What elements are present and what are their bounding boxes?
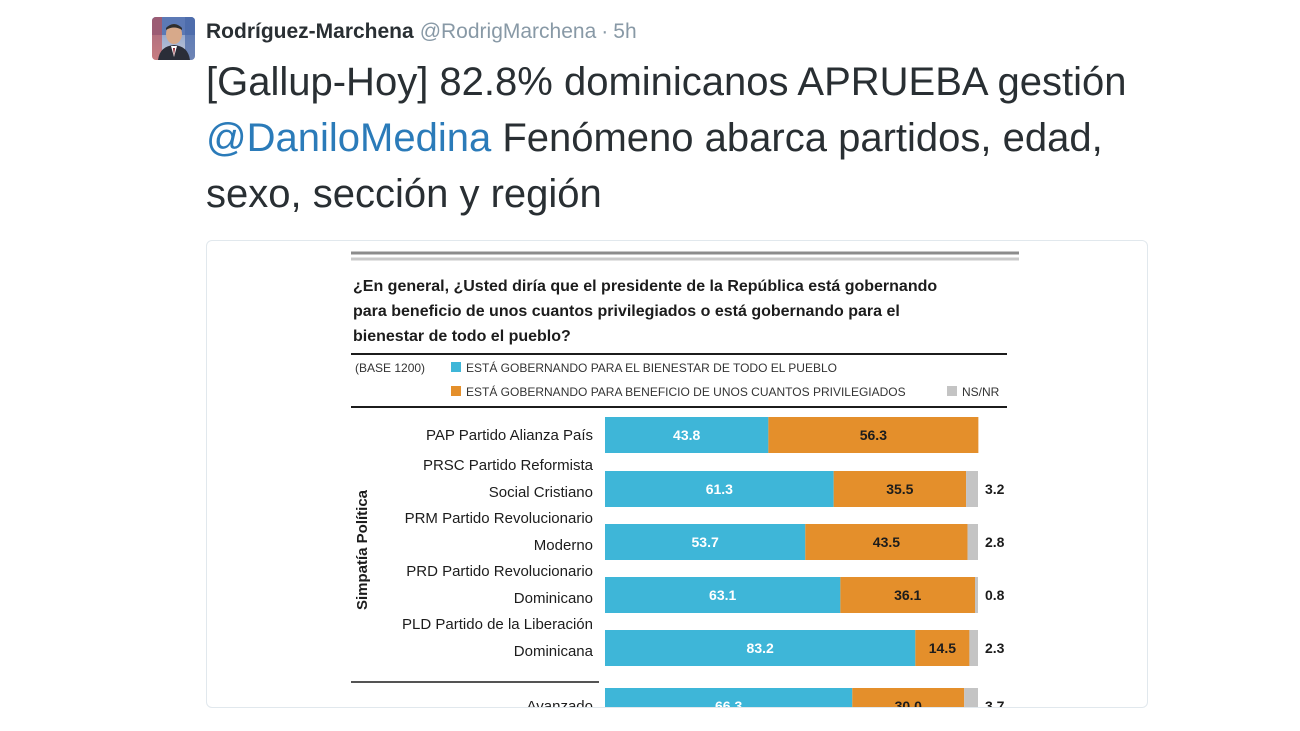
bar-nsnr-2 — [967, 524, 978, 560]
category-label-3-0: PRD Partido Revolucionario — [406, 563, 593, 580]
bar-bienestar-1 — [605, 471, 834, 507]
value-label-privilegiados-1: 35.5 — [886, 481, 913, 497]
legend-label-privilegiados: ESTÁ GOBERNANDO PARA BENEFICIO DE UNOS C… — [466, 384, 906, 399]
chart-title-line-2: para beneficio de unos cuantos privilegi… — [353, 303, 900, 320]
bar-privilegiados-5 — [852, 688, 965, 707]
bar-privilegiados-4 — [915, 630, 970, 666]
bar-privilegiados-2 — [805, 524, 968, 560]
chart-image: ¿En general, ¿Usted diría que el preside… — [345, 241, 1025, 707]
bar-bienestar-0 — [605, 417, 769, 453]
bar-bienestar-2 — [605, 524, 806, 560]
value-label-bienestar-3: 63.1 — [709, 587, 736, 603]
tweet-text-before: [Gallup-Hoy] 82.8% dominicanos APRUEBA g… — [206, 60, 1127, 104]
bars-layer: PAP Partido Alianza País 43.8 56.3 PRSC Par… — [402, 417, 1005, 707]
value-label-bienestar-2: 53.7 — [692, 534, 719, 550]
category-label-2-0: PRM Partido Revolucionario — [405, 510, 593, 527]
legend-swatch-nsnr — [947, 386, 957, 396]
value-label-bienestar-4: 83.2 — [747, 640, 774, 656]
tweet-timestamp[interactable]: 5h — [613, 20, 637, 43]
bar-bienestar-3 — [605, 577, 841, 613]
value-label-bienestar-1: 61.3 — [706, 481, 733, 497]
value-label-nsnr-3: 0.8 — [985, 587, 1005, 603]
value-label-privilegiados-0: 56.3 — [860, 427, 887, 443]
bar-nsnr-4 — [969, 630, 978, 666]
category-label-4-1: Dominicana — [514, 643, 594, 660]
author-name[interactable]: Rodríguez-Marchena — [206, 20, 414, 43]
group-label-simpatia: Simpatía Política — [354, 489, 371, 610]
mention-link[interactable]: @DaniloMedina — [206, 116, 492, 160]
value-label-nsnr-5: 3.7 — [985, 698, 1005, 707]
bar-privilegiados-3 — [840, 577, 976, 613]
chart-title-line-3: bienestar de todo el pueblo? — [353, 328, 571, 345]
bar-nsnr-3 — [975, 577, 978, 613]
category-label-1-1: Social Cristiano — [489, 484, 593, 501]
value-label-nsnr-2: 2.8 — [985, 534, 1005, 550]
legend-swatch-privilegiados — [451, 386, 461, 396]
separator-dot: · — [601, 20, 609, 43]
media-attachment[interactable]: ¿En general, ¿Usted diría que el preside… — [206, 240, 1148, 708]
tweet-text: [Gallup-Hoy] 82.8% dominicanos APRUEBA g… — [206, 54, 1166, 222]
tweet-header: Rodríguez-Marchena @RodrigMarchena · 5h — [206, 16, 637, 48]
category-label-1-0: PRSC Partido Reformista — [423, 457, 594, 474]
value-label-nsnr-4: 2.3 — [985, 640, 1005, 656]
bar-nsnr-5 — [964, 688, 978, 707]
bar-privilegiados-0 — [768, 417, 979, 453]
bar-bienestar-4 — [605, 630, 916, 666]
chart-title-line-1: ¿En general, ¿Usted diría que el preside… — [353, 278, 937, 295]
value-label-privilegiados-4: 14.5 — [929, 640, 956, 656]
value-label-nsnr-1: 3.2 — [985, 481, 1005, 497]
author-handle[interactable]: @RodrigMarchena — [419, 20, 597, 43]
tweet-text-after: Fenómeno abarca partidos, edad, sexo, se… — [206, 116, 1103, 216]
value-label-privilegiados-3: 36.1 — [894, 587, 921, 603]
value-label-privilegiados-5: 30.0 — [895, 698, 922, 707]
chart-base-label: (BASE 1200) — [355, 361, 425, 375]
value-label-bienestar-5: 66.3 — [715, 698, 742, 707]
category-label-4-0: PLD Partido de la Liberación — [402, 616, 593, 633]
bar-bienestar-5 — [605, 688, 853, 707]
avatar-portrait-icon — [152, 17, 195, 60]
category-label-3-1: Dominicano — [514, 590, 593, 607]
bar-nsnr-1 — [966, 471, 978, 507]
category-label-0-0: PAP Partido Alianza País — [426, 427, 593, 444]
legend-label-bienestar: ESTÁ GOBERNANDO PARA EL BIENESTAR DE TOD… — [466, 360, 837, 375]
legend-label-nsnr: NS/NR — [962, 385, 1000, 399]
category-label-5-0: Avanzado — [527, 698, 593, 707]
avatar[interactable] — [152, 17, 195, 60]
legend-swatch-bienestar — [451, 362, 461, 372]
chart-svg: ¿En general, ¿Usted diría que el preside… — [351, 251, 1019, 707]
category-label-2-1: Moderno — [534, 537, 593, 554]
value-label-privilegiados-2: 43.5 — [873, 534, 900, 550]
bar-privilegiados-1 — [833, 471, 967, 507]
value-label-bienestar-0: 43.8 — [673, 427, 700, 443]
